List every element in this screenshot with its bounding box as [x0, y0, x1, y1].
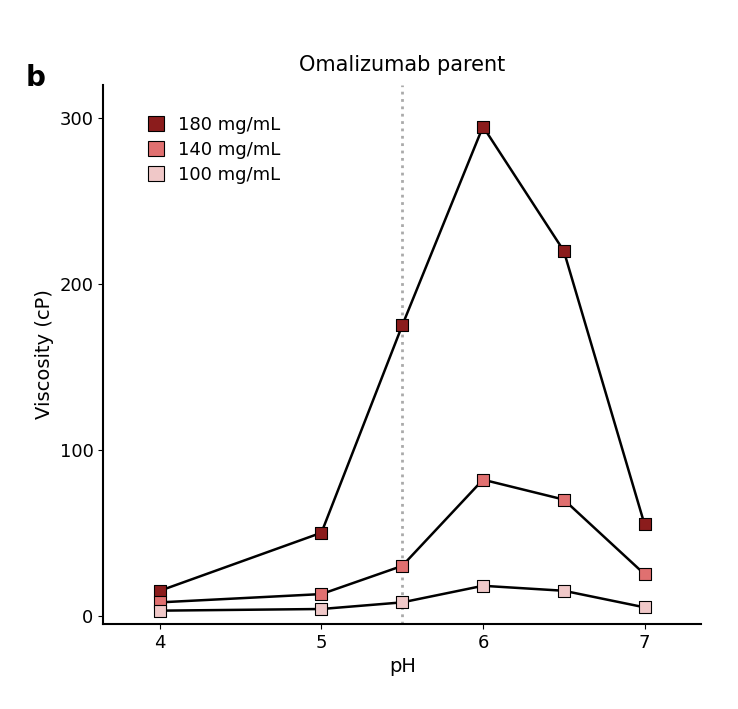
Legend: 180 mg/mL, 140 mg/mL, 100 mg/mL: 180 mg/mL, 140 mg/mL, 100 mg/mL: [142, 111, 286, 189]
Point: [316, 588, 328, 600]
Point: [638, 569, 650, 580]
Point: [558, 245, 570, 257]
Point: [316, 527, 328, 538]
Point: [477, 121, 489, 132]
Point: [477, 580, 489, 591]
Point: [396, 560, 408, 571]
Point: [154, 597, 166, 608]
X-axis label: pH: pH: [389, 657, 415, 676]
Point: [558, 494, 570, 506]
Title: Omalizumab parent: Omalizumab parent: [299, 55, 506, 75]
Y-axis label: Viscosity (cP): Viscosity (cP): [35, 289, 54, 420]
Point: [396, 597, 408, 608]
Point: [477, 474, 489, 486]
Point: [638, 602, 650, 613]
Point: [638, 519, 650, 530]
Point: [558, 585, 570, 596]
Point: [396, 320, 408, 331]
Point: [154, 605, 166, 616]
Text: b: b: [26, 64, 46, 91]
Point: [154, 585, 166, 596]
Point: [316, 603, 328, 615]
